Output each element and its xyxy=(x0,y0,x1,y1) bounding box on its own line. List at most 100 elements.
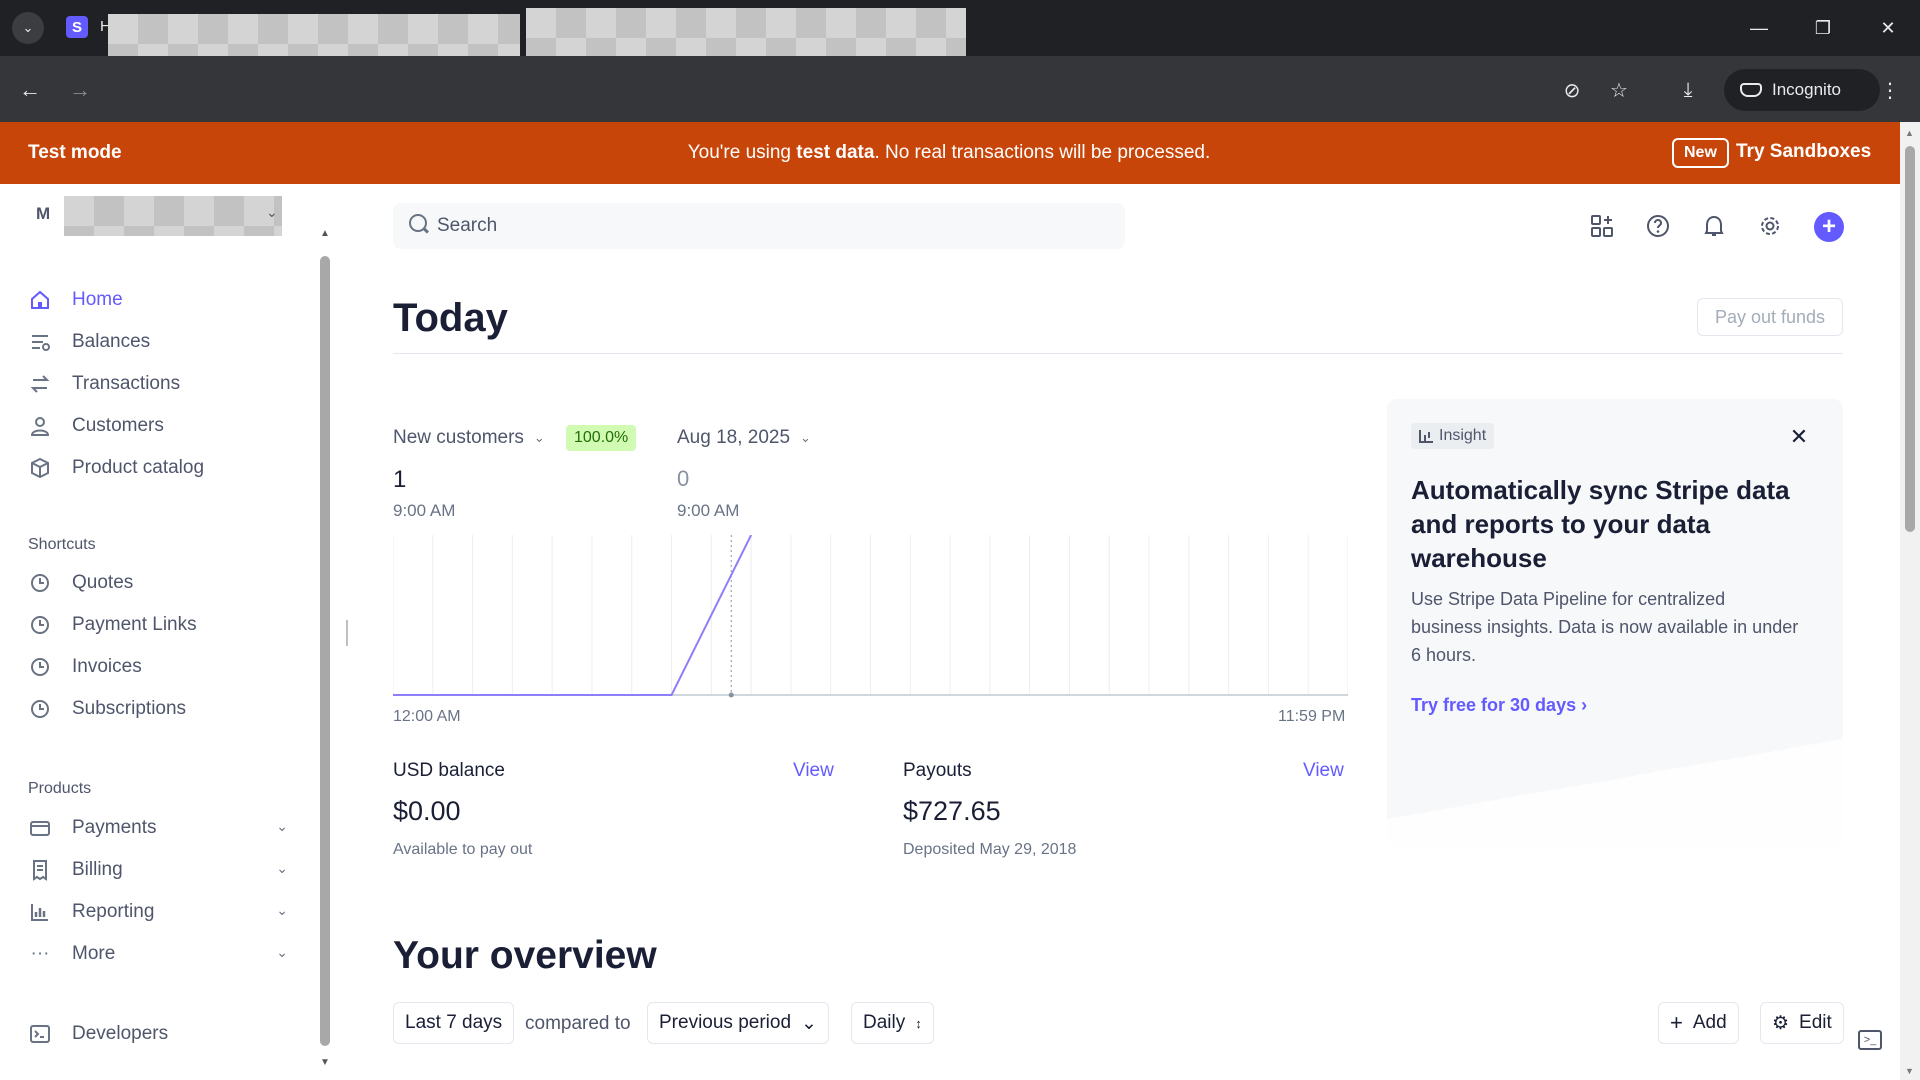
tab-title[interactable]: H xyxy=(100,18,111,35)
sidebar-item-customers[interactable]: Customers xyxy=(28,408,288,444)
chevron-down-icon: ⌄ xyxy=(533,430,545,445)
create-plus-button[interactable]: + xyxy=(1814,212,1844,242)
metric-selector[interactable]: New customers ⌄ xyxy=(393,427,545,449)
bell-icon[interactable] xyxy=(1700,212,1728,240)
terminal-icon xyxy=(28,1022,52,1046)
gear-icon: ⚙ xyxy=(1772,1012,1790,1034)
sidebar-item-label: Product catalog xyxy=(72,457,205,478)
x-tick-label-start: 12:00 AM xyxy=(393,708,461,725)
sidebar-item-balances[interactable]: Balances xyxy=(28,324,288,360)
scrollbar-thumb[interactable] xyxy=(1905,146,1915,532)
sidebar-item-label: Payment Links xyxy=(72,614,197,635)
sidebar-item-payment-links[interactable]: Payment Links xyxy=(28,607,288,643)
search-bar[interactable] xyxy=(393,203,1125,249)
sidebar-item-transactions[interactable]: Transactions xyxy=(28,366,288,402)
insight-tag-label: Insight xyxy=(1439,427,1487,444)
sidebar-item-label: Developers xyxy=(72,1023,169,1044)
sidebar-item-reporting[interactable]: Reporting ⌄ xyxy=(28,894,288,930)
reporting-icon xyxy=(28,900,52,924)
transactions-icon xyxy=(28,372,52,396)
scroll-up-icon[interactable]: ▲ xyxy=(320,228,330,239)
edit-button[interactable]: ⚙ Edit xyxy=(1760,1002,1844,1044)
change-badge: 100.0% xyxy=(566,425,637,451)
browser-menu-icon[interactable]: ⋮ xyxy=(1880,79,1900,102)
try-sandboxes-link[interactable]: Try Sandboxes xyxy=(1736,141,1872,162)
back-icon[interactable]: ← xyxy=(19,77,41,102)
sidebar-item-developers[interactable]: Developers xyxy=(28,1016,288,1052)
page-scrollbar[interactable]: ▲ ▼ xyxy=(1900,122,1920,1080)
metric-name: New customers xyxy=(393,427,524,448)
x-tick-label-end: 11:59 PM xyxy=(1278,708,1346,725)
pay-out-funds-button[interactable]: Pay out funds xyxy=(1697,298,1843,336)
billing-icon xyxy=(28,858,52,882)
try-free-link[interactable]: Try free for 30 days › xyxy=(1411,695,1588,715)
sidebar-scrollbar[interactable]: ▲ ▼ xyxy=(318,228,332,1068)
close-window-icon[interactable]: ✕ xyxy=(1880,17,1896,38)
console-icon[interactable]: >_ xyxy=(1858,1030,1882,1050)
payouts-sub: Deposited May 29, 2018 xyxy=(903,841,1077,858)
download-icon[interactable]: ⤓ xyxy=(1683,78,1693,101)
customers-icon xyxy=(28,414,52,438)
minimize-icon[interactable]: — xyxy=(1750,17,1768,38)
scroll-down-icon[interactable]: ▼ xyxy=(320,1057,330,1068)
interval-select[interactable]: Daily ↕ xyxy=(851,1002,934,1044)
clock-icon xyxy=(28,655,52,679)
tab-search-button[interactable]: ⌄ xyxy=(12,12,44,44)
sidebar-item-label: Subscriptions xyxy=(72,698,187,719)
account-switcher[interactable]: M ⌄ xyxy=(28,192,288,236)
more-icon: ··· xyxy=(30,943,50,964)
sidebar-item-subscriptions[interactable]: Subscriptions xyxy=(28,691,288,727)
sidebar-item-label: Customers xyxy=(72,415,164,436)
payouts-view-link[interactable]: View xyxy=(1303,760,1344,781)
gear-icon[interactable] xyxy=(1756,212,1784,240)
sidebar-scrollbar-thumb[interactable] xyxy=(320,256,330,1046)
compare-time: 9:00 AM xyxy=(677,501,740,520)
new-customers-chart[interactable] xyxy=(393,535,1348,700)
eye-slash-icon[interactable]: ⊘ xyxy=(1563,79,1581,102)
sidebar-item-label: Quotes xyxy=(72,572,134,593)
chevron-down-icon: ⌄ xyxy=(276,860,288,876)
compared-to-label: compared to xyxy=(525,1013,631,1034)
page-title: Today xyxy=(393,296,508,340)
clock-icon xyxy=(28,697,52,721)
date-range-button[interactable]: Last 7 days xyxy=(393,1002,515,1044)
compare-value: 0 xyxy=(677,466,690,491)
restore-icon[interactable]: ❐ xyxy=(1814,17,1832,38)
help-icon[interactable] xyxy=(1644,212,1672,240)
payouts-label: Payouts xyxy=(903,760,972,781)
sidebar-item-product-catalog[interactable]: Product catalog xyxy=(28,450,288,486)
bookmark-star-icon[interactable]: ☆ xyxy=(1610,79,1628,102)
search-input[interactable] xyxy=(437,203,1107,249)
comparison-dropdown[interactable]: Previous period ⌄ xyxy=(647,1002,829,1044)
tab-favicon-icon: S xyxy=(66,16,88,38)
sidebar-resize-handle[interactable] xyxy=(346,620,348,646)
forward-icon[interactable]: → xyxy=(69,77,91,102)
test-mode-label: Test mode xyxy=(28,142,122,163)
current-time: 9:00 AM xyxy=(393,501,456,520)
compare-date-selector[interactable]: Aug 18, 2025 ⌄ xyxy=(677,427,811,449)
search-icon xyxy=(409,214,427,232)
test-mode-banner: Test mode You're using test data. No rea… xyxy=(0,122,1920,184)
close-icon[interactable]: ✕ xyxy=(1789,424,1809,449)
apps-icon[interactable] xyxy=(1588,212,1616,240)
chevron-down-icon: ⌄ xyxy=(276,818,288,834)
sidebar-item-quotes[interactable]: Quotes xyxy=(28,565,288,601)
plus-icon: + xyxy=(1670,1010,1683,1035)
sidebar-item-home[interactable]: Home xyxy=(28,282,288,318)
scroll-up-icon[interactable]: ▲ xyxy=(1905,128,1914,138)
clock-icon xyxy=(28,613,52,637)
incognito-indicator[interactable]: Incognito xyxy=(1724,69,1880,111)
clock-icon xyxy=(28,571,52,595)
usd-balance-view-link[interactable]: View xyxy=(793,760,834,781)
products-heading: Products xyxy=(28,780,92,797)
product-catalog-icon xyxy=(28,456,52,480)
compare-date: Aug 18, 2025 xyxy=(677,427,791,448)
sidebar-item-more[interactable]: ··· More ⌄ xyxy=(28,936,289,972)
payments-icon xyxy=(28,816,52,840)
scroll-down-icon[interactable]: ▼ xyxy=(1905,1066,1914,1076)
sidebar-item-payments[interactable]: Payments ⌄ xyxy=(28,810,288,846)
browser-toolbar: ← → ⊘ ☆ ⤓ ⋮ xyxy=(0,56,1920,122)
sidebar-item-invoices[interactable]: Invoices xyxy=(28,649,288,685)
add-button[interactable]: + Add xyxy=(1658,1002,1739,1044)
sidebar-item-billing[interactable]: Billing ⌄ xyxy=(28,852,288,888)
